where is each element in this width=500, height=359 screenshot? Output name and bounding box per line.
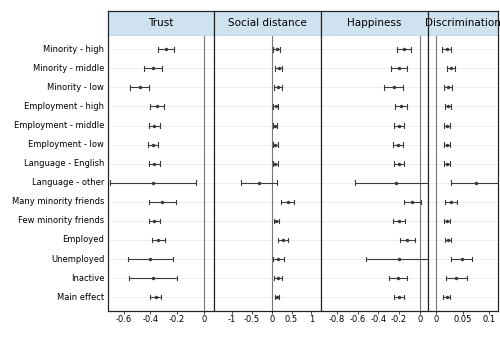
Text: Language - English: Language - English [24,159,104,168]
Text: Trust: Trust [148,18,174,28]
Text: Minority - low: Minority - low [48,83,104,92]
Text: Employment - middle: Employment - middle [14,121,104,130]
Text: Social distance: Social distance [228,18,307,28]
Text: Employed: Employed [62,236,104,244]
Text: Inactive: Inactive [71,274,104,283]
Text: Few minority friends: Few minority friends [18,216,104,225]
Text: Happiness: Happiness [348,18,402,28]
Text: Main effect: Main effect [57,293,104,302]
Text: Minority - high: Minority - high [44,45,104,54]
Text: Language - other: Language - other [32,178,104,187]
Text: Unemployed: Unemployed [51,255,104,264]
Text: Discrimination: Discrimination [425,18,500,28]
Text: Many minority friends: Many minority friends [12,197,104,206]
Text: Employment - high: Employment - high [24,102,104,111]
Text: Employment - low: Employment - low [28,140,104,149]
Text: Minority - middle: Minority - middle [33,64,104,73]
